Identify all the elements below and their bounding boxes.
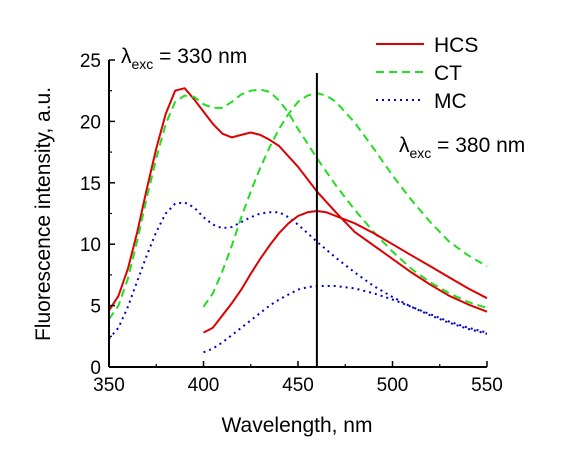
series-line-hcs-3 bbox=[203, 210, 488, 334]
legend-label-mc: MC bbox=[434, 90, 467, 113]
legend-item-ct: CT bbox=[376, 62, 462, 85]
annotation-symbol: λ bbox=[121, 45, 132, 68]
x-tick-label: 450 bbox=[282, 375, 314, 396]
y-tick-label: 0 bbox=[90, 358, 101, 379]
series-layer bbox=[108, 87, 488, 354]
legend-label-ct: CT bbox=[434, 62, 462, 85]
x-axis-label: Wavelength, nm bbox=[222, 414, 373, 437]
y-tick-label: 20 bbox=[80, 112, 101, 133]
y-axis-label: Fluorescence intensity, a.u. bbox=[32, 87, 55, 341]
annotation-value: = 330 nm bbox=[153, 45, 247, 68]
x-tick-label: 500 bbox=[377, 375, 409, 396]
series-line-mc-2 bbox=[108, 201, 488, 340]
annotation-value: = 380 nm bbox=[431, 134, 525, 157]
x-tick-label: 350 bbox=[93, 375, 125, 396]
legend-item-hcs: HCS bbox=[376, 34, 478, 57]
legend-label-hcs: HCS bbox=[434, 34, 478, 57]
annotation-symbol: λ bbox=[399, 134, 410, 157]
annotation-exc-330: λexc = 330 nm bbox=[121, 45, 247, 72]
y-tick-label: 10 bbox=[80, 235, 101, 256]
y-tick-label: 15 bbox=[80, 174, 101, 195]
x-tick-label: 550 bbox=[471, 375, 503, 396]
annotation-subscript: exc bbox=[132, 56, 154, 72]
y-tick-label: 5 bbox=[90, 297, 101, 318]
legend-item-mc: MC bbox=[376, 90, 467, 113]
y-tick-label: 25 bbox=[80, 51, 101, 72]
legend: HCS CT MC bbox=[376, 34, 478, 113]
axes bbox=[108, 59, 488, 368]
annotation-exc-380: λexc = 380 nm bbox=[399, 134, 525, 161]
series-line-ct-1 bbox=[108, 88, 488, 320]
series-line-ct-4 bbox=[202, 92, 488, 308]
series-line-hcs-0 bbox=[108, 87, 488, 313]
tick-labels: 350 400 450 500 550 0 5 10 15 20 25 bbox=[80, 51, 503, 396]
annotation-subscript: exc bbox=[410, 145, 432, 161]
series-line-mc-5 bbox=[203, 285, 488, 354]
x-tick-label: 400 bbox=[188, 375, 220, 396]
